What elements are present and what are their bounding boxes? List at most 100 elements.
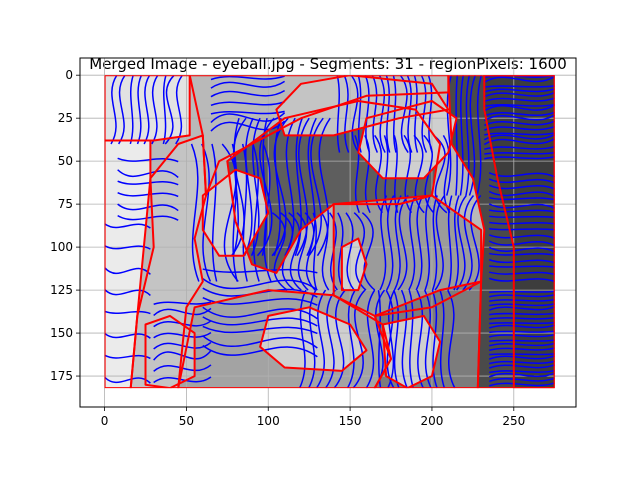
y-tick-label: 100	[50, 240, 73, 254]
region-left-strip	[104, 140, 151, 389]
flow-line	[483, 133, 555, 141]
flow-line	[136, 75, 143, 145]
flow-line	[202, 306, 318, 320]
flow-line	[343, 75, 350, 153]
flow-line	[397, 195, 409, 291]
flow-line	[447, 289, 456, 389]
segment-boundary	[144, 314, 196, 389]
flow-line	[117, 191, 179, 198]
flow-line	[489, 369, 555, 374]
flow-line	[489, 360, 555, 365]
flow-line	[308, 117, 324, 257]
flow-line	[104, 310, 151, 315]
flow-line	[308, 289, 317, 389]
x-tick-label: 0	[101, 414, 109, 428]
flow-line	[488, 277, 555, 283]
flow-line	[489, 252, 555, 256]
flow-line	[296, 117, 310, 257]
flow-line	[211, 143, 218, 282]
flow-line	[456, 195, 467, 291]
segment-boundary	[275, 75, 450, 137]
segment-boundaries	[104, 75, 555, 389]
flow-line	[153, 376, 212, 384]
flow-line	[202, 325, 318, 335]
y-tick-label: 125	[50, 283, 73, 297]
flow-line	[453, 195, 460, 291]
flow-line	[489, 382, 555, 387]
flow-line	[353, 212, 367, 291]
flow-line	[489, 265, 555, 268]
flow-line	[400, 289, 408, 389]
chart-title: Merged Image - eyeball.jpg - Segments: 3…	[89, 55, 566, 73]
flow-line	[403, 134, 413, 214]
flow-line	[296, 212, 309, 291]
flow-line	[393, 289, 400, 389]
flow-line	[483, 114, 555, 122]
flow-line	[484, 156, 555, 160]
flow-line	[104, 244, 151, 250]
flow-line	[489, 316, 555, 320]
flow-line	[439, 289, 446, 389]
flow-line	[392, 75, 397, 153]
flow-line	[488, 364, 555, 369]
segment-boundary	[483, 75, 555, 389]
flow-line	[371, 75, 379, 153]
flow-line	[484, 103, 555, 107]
flow-line	[488, 377, 555, 383]
flow-line	[143, 75, 151, 145]
x-tick-label: 200	[420, 414, 443, 428]
flow-line	[336, 75, 341, 153]
flow-line	[468, 195, 482, 291]
flow-line	[364, 75, 371, 153]
flow-line	[210, 80, 286, 89]
flow-line	[210, 101, 285, 106]
flow-line	[129, 75, 134, 145]
x-tick-label: 100	[257, 414, 280, 428]
flow-line	[413, 134, 425, 214]
flow-line	[484, 111, 555, 117]
flow-line	[316, 117, 331, 257]
flow-line	[459, 75, 465, 196]
flow-line	[488, 355, 555, 360]
flow-line	[489, 303, 555, 307]
flow-line	[346, 289, 356, 389]
flow-line	[484, 132, 555, 136]
flow-line	[489, 339, 555, 343]
flow-line	[250, 117, 261, 257]
flow-line	[202, 278, 318, 291]
flow-line	[117, 214, 179, 221]
flow-line	[241, 143, 248, 282]
flow-line	[488, 234, 555, 239]
flow-line	[153, 331, 212, 339]
segment-boundary	[357, 100, 458, 180]
flow-line	[488, 240, 555, 247]
flow-line	[210, 120, 286, 132]
flow-line	[104, 267, 151, 275]
segment-boundary	[381, 314, 442, 389]
segment-boundary	[226, 100, 442, 274]
flow-line	[202, 316, 318, 327]
y-tick-label: 0	[65, 68, 73, 82]
flow-line	[117, 180, 179, 186]
segment-boundary	[373, 280, 483, 389]
flow-line	[201, 143, 212, 282]
flow-lines	[104, 75, 555, 389]
flow-line	[230, 117, 247, 257]
flow-line	[489, 221, 555, 225]
flow-line	[431, 195, 438, 291]
y-tick-label: 175	[50, 369, 73, 383]
flow-line	[489, 312, 555, 316]
flow-line	[386, 195, 395, 291]
flow-line	[462, 195, 475, 291]
flow-line	[489, 330, 555, 334]
flow-line	[484, 97, 555, 103]
flow-line	[298, 289, 307, 389]
flow-line	[447, 195, 453, 291]
y-tick-label: 25	[58, 111, 73, 125]
flow-line	[350, 75, 360, 153]
flow-line	[476, 75, 483, 196]
flow-line	[385, 75, 391, 153]
segment-boundary	[340, 237, 368, 292]
x-tick-label: 250	[502, 414, 525, 428]
flow-line	[164, 75, 175, 145]
